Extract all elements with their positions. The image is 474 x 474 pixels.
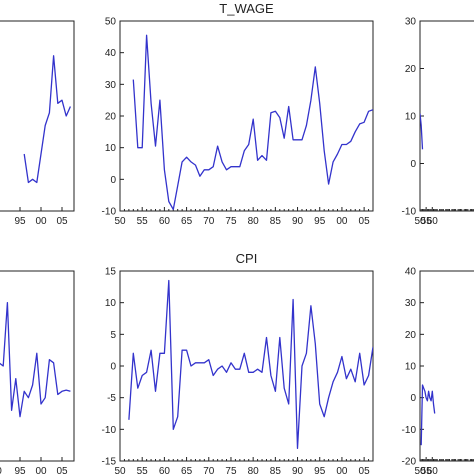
y-tick-label: 0 (410, 393, 416, 404)
panel-frame (419, 20, 474, 212)
series-line (132, 34, 373, 211)
x-tick-label: 85 (270, 216, 282, 227)
x-tick-label: 70 (203, 466, 215, 474)
y-tick-label: 15 (105, 267, 117, 278)
panel-1: 95 00 05 (0, 20, 75, 227)
y-tick-label: 40 (105, 48, 117, 59)
x-tick-label: 60 (159, 216, 171, 227)
y-tick-label: 20 (405, 330, 417, 341)
x-tick-label: 80 (248, 466, 260, 474)
panel-2: T_WAGE -10 0 10 20 30 40 50 50 55 60 65 70 75 80 85 90 95… (102, 1, 374, 227)
x-tick-label: 95 (314, 466, 326, 474)
x-tick-label: 75 (225, 466, 237, 474)
y-tick-label: -10 (102, 207, 117, 218)
y-tick-label: -10 (402, 207, 417, 218)
y-tick-label: -15 (102, 457, 117, 468)
x-tick-label: 95 (314, 216, 326, 227)
x-tick-label: 60 (427, 216, 439, 227)
panel-frame (0, 270, 75, 462)
x-tick-label: 70 (203, 216, 215, 227)
x-tick-label: 05 (56, 216, 68, 227)
panel-4: 0 95 00 05 (0, 270, 75, 474)
y-tick-label: 40 (405, 267, 417, 278)
y-tick-label: 10 (105, 298, 117, 309)
x-tick-label: 00 (336, 466, 348, 474)
y-tick-label: 30 (105, 80, 117, 91)
y-tick-label: 0 (110, 362, 116, 373)
y-tick-label: 0 (110, 175, 116, 186)
series-line (23, 55, 71, 184)
x-tick-label: 75 (225, 216, 237, 227)
series-line (128, 279, 373, 449)
x-tick-label: 85 (270, 466, 282, 474)
x-tick-label: 50 (414, 216, 426, 227)
y-tick-label: 10 (105, 143, 117, 154)
y-tick-label: 50 (105, 17, 117, 28)
y-tick-label: -20 (402, 457, 417, 468)
series-line (420, 113, 424, 150)
y-tick-label: 10 (405, 112, 417, 123)
x-tick-label: 55 (137, 466, 149, 474)
panel-title: CPI (236, 251, 258, 266)
x-tick-label: 90 (292, 216, 304, 227)
x-tick-label: 05 (359, 216, 371, 227)
x-tick-label: 55 (421, 466, 433, 474)
x-tick-label: 65 (181, 466, 193, 474)
x-tick-label: 05 (56, 466, 68, 474)
panel-title: T_WAGE (219, 1, 274, 16)
y-tick-label: -10 (102, 425, 117, 436)
series-line (0, 302, 71, 418)
y-tick-label: 0 (410, 159, 416, 170)
x-tick-label: 0 (0, 466, 2, 474)
x-tick-label: 80 (248, 216, 260, 227)
x-tick-label: 00 (35, 216, 47, 227)
y-tick-label: 5 (110, 330, 116, 341)
x-tick-label: 95 (14, 216, 26, 227)
x-tick-label: 60 (427, 466, 439, 474)
panel-frame (419, 270, 474, 462)
x-tick-label: 00 (336, 216, 348, 227)
y-tick-label: -10 (402, 425, 417, 436)
panel-frame (0, 20, 75, 212)
y-tick-label: 20 (405, 64, 417, 75)
x-tick-label: 60 (159, 466, 171, 474)
x-tick-label: 05 (359, 466, 371, 474)
x-tick-label: 50 (114, 466, 126, 474)
y-tick-label: 30 (405, 17, 417, 28)
y-tick-label: 30 (405, 298, 417, 309)
y-tick-label: -5 (107, 393, 116, 404)
x-tick-label: 50 (114, 216, 126, 227)
x-tick-label: 55 (137, 216, 149, 227)
x-tick-label: 50 (414, 466, 426, 474)
x-tick-label: 00 (35, 466, 47, 474)
x-tick-label: 65 (181, 216, 193, 227)
series-line (420, 384, 436, 446)
y-tick-label: 10 (405, 362, 417, 373)
x-tick-label: 55 (421, 216, 433, 227)
x-tick-label: 95 (14, 466, 26, 474)
y-tick-label: 20 (105, 112, 117, 123)
x-tick-label: 90 (292, 466, 304, 474)
